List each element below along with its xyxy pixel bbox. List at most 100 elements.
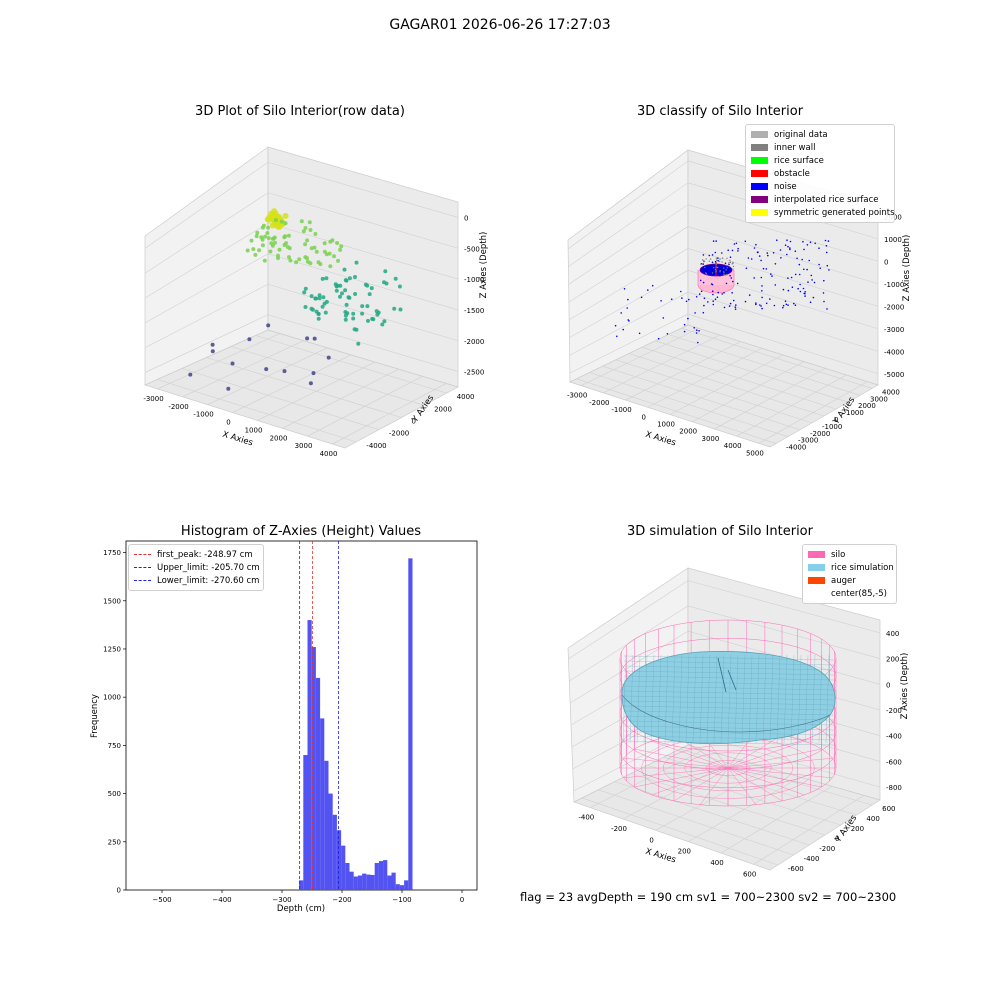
p1-point-slope [260,243,265,248]
depth-histogram[interactable]: −500 −400 −300 −200 −100 0 0 250 500 750 1000 1250 1… [0,500,500,930]
p2-noise-point [712,303,715,306]
p3-ytick-label: 500 [108,790,121,798]
p2-wall-point [713,267,715,269]
raw-data-3d-plot[interactable]: -3000-2000-100001000200030004000-4000-20… [0,0,500,500]
p4-zgrid2 [568,580,689,660]
p2-noise-point [721,293,723,295]
p2-noise-point [828,269,830,271]
p1-point-slope [255,230,260,235]
p2-wall-point [721,261,723,263]
p4-rice-meshline [623,700,835,706]
p2-grid [567,160,879,444]
p2-noise-point [683,330,686,333]
p2-noise-point [731,292,733,294]
p1-point-deep [226,386,231,391]
p2-noise-point [712,293,714,296]
p3-bar [362,873,367,890]
p3-bar [336,830,342,890]
p2-noise-point [695,296,698,298]
p2-noise-point [623,288,626,290]
p1-zgrid2 [144,253,269,324]
p2-ytick: -1000 [822,423,842,431]
p3-bar [391,872,396,890]
p2-noise-point [762,267,765,270]
p1-point-slope [271,236,276,241]
p2-ygrid [628,353,825,417]
p2-noise-point [789,248,791,251]
p2-noise-point [695,332,698,334]
p1-point-deep [282,369,287,374]
p2-ygrid [668,334,861,396]
p2-noise-point [717,257,719,259]
p3-bar [324,760,329,890]
p2-noise-point [733,243,736,245]
p2-ytick: 3000 [870,395,888,403]
p1-point-slope [254,234,259,239]
p2-xtick: 3000 [702,435,720,443]
p4-silo-spoke [727,767,805,796]
p2-noise-point [804,291,806,293]
p1-point-wall [375,312,380,317]
p1-point-slope [308,228,313,232]
simulation-3d-plot[interactable]: -400-2000200400600-600-400-2000200400600… [0,500,1000,920]
p1-point-slope [312,245,317,250]
p2-noise-point [760,305,762,307]
p4-zgrid2 [569,605,689,682]
p2-noise-point [787,289,790,292]
p2-legend-label: original data [774,129,828,140]
p2-noise-point [730,277,733,279]
p2-ztick: 0 [884,258,888,266]
p2-ztick: -4000 [884,348,904,356]
p4-rice-meshline [671,654,676,744]
p4-xtick: 600 [743,870,756,878]
p1-point-slope [299,219,304,224]
p1-point-slope [328,264,333,269]
p2-noise-point [774,263,777,265]
p3-bar [303,755,308,890]
p2-noise-point [771,275,773,277]
p2-wall-point [732,261,734,264]
p1-point-wall [335,283,340,288]
classify-3d-plot[interactable]: -3000-2000-1000010002000300040005000-400… [0,0,1000,500]
p1-point-wall [365,304,370,309]
p1-point-slope [273,218,278,223]
p4-rice-meshline [706,654,711,744]
p4-silo-spoke [699,767,729,805]
p2-noise-point [797,287,799,290]
p2-noise-point [767,254,769,257]
p2-noise-point [755,243,757,246]
p4-xtick: 400 [710,859,723,867]
p1-point-wall [343,288,348,293]
p2-wall-point [714,268,717,271]
p1-point-wall [354,260,359,265]
p2-ztick: -1000 [884,281,904,289]
p2-legend-item: interpolated rice surface [751,193,889,206]
p2-noise-point [728,305,731,307]
p1-point-wall [360,311,365,316]
p4-ytick: 600 [882,805,895,813]
p2-noise-point [723,306,726,309]
p2-noise-point [789,247,791,249]
p1-point-slope [305,238,310,243]
p2-noise-point [640,296,643,299]
p4-rice-meshline [623,720,835,726]
p2-legend-label: rice surface [774,155,824,166]
p3-bar [349,871,354,890]
p2-noise-point [818,263,820,266]
p2-legend-label: obstacle [774,168,810,179]
p2-ygrid [642,346,837,410]
p1-point-slope [322,249,327,254]
p2-noise-point [724,262,727,265]
p3-ytick-label: 1750 [103,549,121,557]
p4-silo-spoke [727,740,805,769]
p2-wall-point [726,257,728,259]
p1-ytick: 4000 [457,393,475,401]
p1-point-slope [283,234,288,239]
p1-point-wall [302,290,307,295]
p1-point-slope [287,246,292,251]
p1-point-wall [347,276,352,281]
p4-silo-spoke [727,767,822,788]
p4-rice-meshline [623,730,835,736]
p3-bar [399,885,405,890]
p1-point-deep [311,371,316,376]
